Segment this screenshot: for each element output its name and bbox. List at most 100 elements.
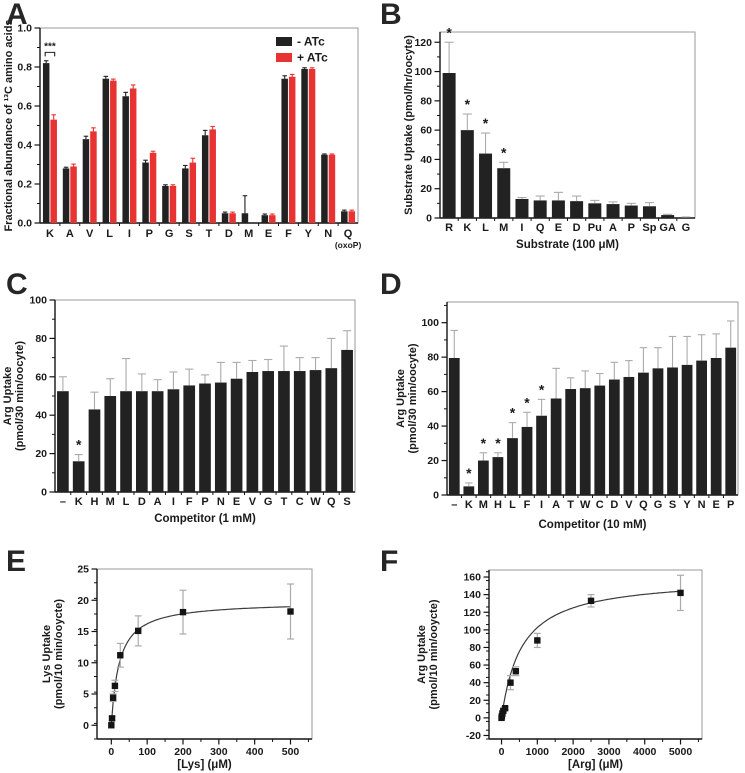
svg-text:D: D [573,222,581,234]
svg-text:A: A [552,499,560,511]
svg-text:0: 0 [41,487,47,499]
svg-text:100: 100 [463,624,481,636]
panel-f: -20 0 20 40 60 80 100 120 140 160 Arg Uptake (pmol/… [372,545,745,773]
svg-text:Q: Q [536,222,545,234]
svg-text:I: I [540,499,543,511]
svg-text:60: 60 [469,660,481,672]
svg-text:M: M [499,222,508,234]
svg-text:80: 80 [469,642,481,654]
svg-text:0.0: 0.0 [17,218,32,230]
svg-text:S: S [669,499,676,511]
svg-text:L: L [106,228,113,240]
svg-text:M: M [106,496,115,508]
svg-text:Q: Q [639,499,648,511]
chart-d-bar: 0 20 40 60 80 100 Arg Uptake (pmol/30 min/oocyt… [395,301,739,531]
svg-text:C: C [296,496,304,508]
svg-text:M: M [244,228,253,240]
svg-text:V: V [86,228,94,240]
svg-text:160: 160 [463,572,481,584]
svg-text:0: 0 [108,746,114,758]
svg-text:F: F [524,499,531,511]
svg-text:40: 40 [427,421,439,433]
svg-text:L: L [123,496,130,508]
svg-text:*: * [501,144,507,160]
svg-text:40: 40 [469,677,481,689]
svg-text:T: T [567,499,574,511]
svg-text:Arg Uptake: Arg Uptake [416,625,428,684]
svg-text:N: N [698,499,706,511]
svg-text:L: L [482,222,489,234]
svg-text:*: * [466,465,472,481]
svg-text:Sp: Sp [642,222,656,234]
svg-text:H: H [90,496,98,508]
chart-e-scatter: 0 5 10 15 20 25 Lys Uptake (pmol/10 min/ooycte)… [41,564,313,771]
svg-text:I: I [520,222,523,234]
svg-text:Substrate (100 μM): Substrate (100 μM) [516,239,619,251]
svg-text:[Lys] (μM): [Lys] (μM) [177,759,232,771]
svg-text:120: 120 [463,607,481,619]
svg-text:0.8: 0.8 [17,62,32,74]
panel-d-letter: D [380,268,402,301]
panel-b-letter: B [380,0,402,31]
svg-text:20: 20 [77,595,89,607]
svg-text:C: C [596,499,604,511]
svg-text:15: 15 [77,626,89,638]
svg-text:–: – [451,499,457,511]
svg-text:N: N [217,496,225,508]
svg-text:A: A [609,222,617,234]
panel-b: 0 20 40 60 80 100 120 Substrate Uptake (pmol/hr… [372,0,745,268]
svg-text:80: 80 [427,352,439,364]
panel-a: 0.0 0.2 0.4 0.6 0.8 1.0 Fractional abundance o… [0,0,372,268]
svg-text:V: V [249,496,257,508]
svg-text:60: 60 [420,125,432,137]
svg-text:L: L [509,499,516,511]
svg-text:G: G [654,499,663,511]
svg-text:0.6: 0.6 [17,101,32,113]
svg-text:25: 25 [77,564,89,576]
svg-text:E: E [555,222,562,234]
svg-text:Fractional abundance of ¹³C am: Fractional abundance of ¹³C amino acids [3,19,15,231]
svg-text:P: P [146,228,153,240]
svg-text:100: 100 [414,66,432,78]
svg-text:- ATc: - ATc [297,35,325,49]
svg-text:P: P [201,496,208,508]
svg-text:(pmol/30 min/oocyte): (pmol/30 min/oocyte) [14,341,26,451]
svg-text:40: 40 [35,410,47,422]
svg-text:–: – [60,496,66,508]
svg-text:GA: GA [659,222,676,234]
svg-text:***: *** [44,41,56,52]
svg-text:0.4: 0.4 [17,140,32,152]
svg-text:20: 20 [469,695,481,707]
svg-text:P: P [727,499,734,511]
svg-text:R: R [445,222,453,234]
svg-text:*: * [524,394,530,410]
svg-text:-20: -20 [466,730,481,742]
svg-text:*: * [483,115,489,131]
svg-text:0.2: 0.2 [17,179,32,191]
svg-text:Pu: Pu [588,222,602,234]
svg-text:Competitor (1 mM): Competitor (1 mM) [154,513,256,525]
svg-text:K: K [465,499,473,511]
svg-text:80: 80 [35,333,47,345]
svg-text:20: 20 [35,448,47,460]
svg-text:W: W [580,499,591,511]
svg-text:*: * [510,405,516,421]
svg-text:0: 0 [426,213,432,225]
svg-text:400: 400 [246,746,264,758]
svg-text:W: W [310,496,321,508]
panel-f-letter: F [380,545,399,578]
chart-f-scatter: -20 0 20 40 60 80 100 120 140 160 Arg Uptake (pmol/… [416,569,703,771]
svg-text:*: * [495,435,501,451]
svg-text:300: 300 [210,746,228,758]
svg-text:G: G [682,222,691,234]
svg-text:K: K [75,496,83,508]
svg-text:K: K [46,228,54,240]
panel-a-letter: A [6,0,28,31]
panel-c-letter: C [6,268,28,301]
svg-text:(pmol/10 min/ooycte): (pmol/10 min/ooycte) [428,599,440,709]
svg-text:2000: 2000 [561,746,585,758]
svg-text:I: I [172,496,175,508]
svg-text:T: T [206,228,213,240]
